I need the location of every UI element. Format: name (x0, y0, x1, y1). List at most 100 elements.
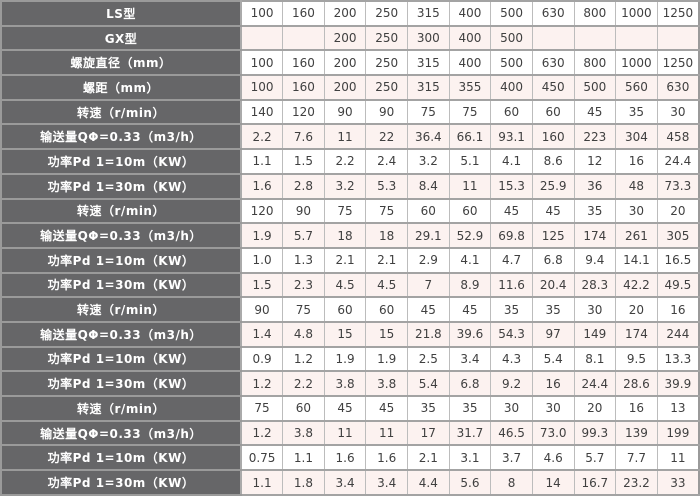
data-cell: 3.8 (323, 370, 367, 397)
table-row: LS型 100 160 200 250 315 400 500 630 800 1000 1250 (0, 0, 700, 27)
data-cell: 49.5 (656, 271, 700, 299)
data-cell: 458 (656, 123, 700, 151)
data-cell: 3.4 (323, 469, 367, 496)
data-cell: 18 (365, 222, 408, 249)
data-cell: 75 (407, 98, 450, 126)
data-cell: 5.3 (365, 172, 408, 200)
data-cell: 20 (656, 197, 700, 225)
data-cell: 42.2 (615, 271, 658, 299)
data-cell: 16.7 (573, 469, 617, 496)
data-cell: 500 (490, 49, 533, 77)
data-cell: 160 (531, 123, 575, 151)
data-cell: 99.3 (573, 419, 617, 447)
data-cell: 16 (615, 395, 658, 422)
row-label-cell: GX型 (0, 24, 242, 52)
data-cell: 800 (573, 49, 617, 77)
data-cell: 39.6 (448, 320, 492, 348)
data-cell: 630 (531, 49, 575, 77)
data-cell: 0.9 (240, 345, 284, 373)
data-cell: 93.1 (490, 123, 533, 151)
data-cell: 6.8 (448, 370, 492, 397)
data-cell: 1.2 (282, 345, 325, 373)
data-cell: 14.1 (615, 246, 658, 274)
data-cell: 5.7 (282, 222, 325, 249)
data-cell: 174 (573, 222, 617, 249)
data-cell: 1.1 (240, 469, 284, 496)
data-cell: 23.2 (615, 469, 658, 496)
data-cell: 20 (573, 395, 617, 422)
data-cell: 2.1 (323, 246, 367, 274)
data-cell: 630 (656, 74, 700, 101)
row-label-cell: 输送量QΦ=0.33（m3/h） (0, 320, 242, 348)
data-cell: 1.6 (365, 444, 408, 472)
data-cell: 29.1 (407, 222, 450, 249)
data-cell: 60 (448, 197, 492, 225)
data-cell: 2.8 (282, 172, 325, 200)
data-cell: 400 (448, 49, 492, 77)
data-cell: 9.5 (615, 345, 658, 373)
data-cell (615, 24, 658, 52)
row-label-cell: 功率Pd 1=30m（KW） (0, 172, 242, 200)
data-cell: 66.1 (448, 123, 492, 151)
data-cell: 1000 (615, 0, 658, 27)
data-cell: 45 (531, 197, 575, 225)
data-cell: 1000 (615, 49, 658, 77)
row-label-cell: 输送量QΦ=0.33（m3/h） (0, 419, 242, 447)
row-label-cell: 输送量QΦ=0.33（m3/h） (0, 123, 242, 151)
data-cell: 200 (323, 0, 367, 27)
data-cell: 73.0 (531, 419, 575, 447)
data-cell: 1.1 (282, 444, 325, 472)
row-label-cell: 螺距（mm） (0, 74, 242, 101)
data-cell (240, 24, 284, 52)
table-row: 转速（r/min） 140 120 90 90 75 75 60 60 45 35 30 (0, 98, 700, 126)
data-cell: 1.9 (240, 222, 284, 249)
data-cell: 4.1 (448, 246, 492, 274)
data-cell: 300 (407, 24, 450, 52)
data-cell: 90 (323, 98, 367, 126)
row-label-cell: 转速（r/min） (0, 395, 242, 422)
data-cell: 160 (282, 0, 325, 27)
row-label-cell: 功率Pd 1=10m（KW） (0, 444, 242, 472)
table-row: 功率Pd 1=30m（KW） 1.5 2.3 4.5 4.5 7 8.9 11.6 20.4 28… (0, 271, 700, 299)
data-cell: 4.7 (490, 246, 533, 274)
data-cell: 3.1 (448, 444, 492, 472)
data-cell: 45 (573, 98, 617, 126)
data-cell: 75 (365, 197, 408, 225)
data-cell: 7.6 (282, 123, 325, 151)
data-cell: 2.1 (365, 246, 408, 274)
data-cell: 4.5 (323, 271, 367, 299)
data-cell: 54.3 (490, 320, 533, 348)
data-cell: 3.2 (323, 172, 367, 200)
data-cell: 30 (656, 98, 700, 126)
data-cell: 30 (490, 395, 533, 422)
data-cell: 2.5 (407, 345, 450, 373)
data-cell: 1.8 (282, 469, 325, 496)
data-cell: 28.6 (615, 370, 658, 397)
data-cell: 17 (407, 419, 450, 447)
table-row: 输送量QΦ=0.33（m3/h） 1.4 4.8 15 15 21.8 39.6 54.3 97… (0, 320, 700, 348)
data-cell: 160 (282, 49, 325, 77)
data-cell: 120 (282, 98, 325, 126)
data-cell: 8 (490, 469, 533, 496)
data-cell: 1.1 (240, 148, 284, 175)
data-cell: 36 (573, 172, 617, 200)
data-cell: 100 (240, 74, 284, 101)
data-cell: 355 (448, 74, 492, 101)
data-cell: 140 (240, 98, 284, 126)
data-cell: 0.75 (240, 444, 284, 472)
data-cell: 100 (240, 49, 284, 77)
table-row: GX型 200 250 300 400 500 (0, 24, 700, 52)
data-cell: 35 (407, 395, 450, 422)
data-cell: 12 (573, 148, 617, 175)
data-cell: 315 (407, 0, 450, 27)
data-cell: 73.3 (656, 172, 700, 200)
data-cell: 11 (323, 419, 367, 447)
table-row: 输送量QΦ=0.33（m3/h） 2.2 7.6 11 22 36.4 66.1 93.1 16… (0, 123, 700, 151)
data-cell: 305 (656, 222, 700, 249)
data-cell: 4.8 (282, 320, 325, 348)
data-cell: 35 (531, 296, 575, 323)
row-label-cell: 输送量QΦ=0.33（m3/h） (0, 222, 242, 249)
data-cell: 160 (282, 74, 325, 101)
row-label-cell: 功率Pd 1=30m（KW） (0, 469, 242, 496)
